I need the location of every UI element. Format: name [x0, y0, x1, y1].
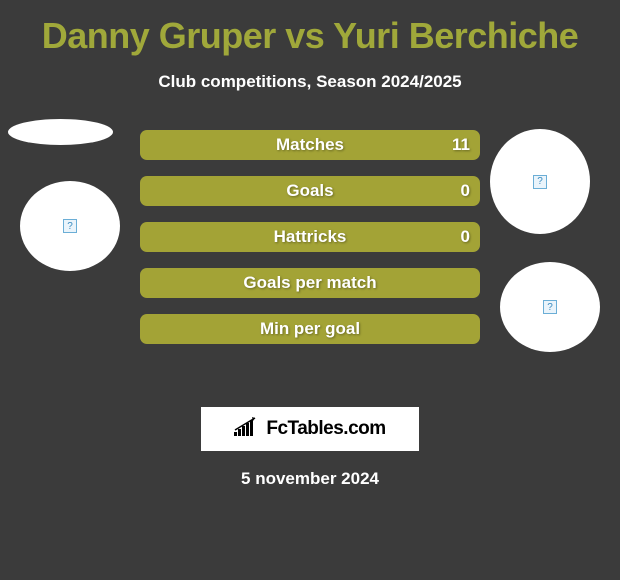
page-title: Danny Gruper vs Yuri Berchiche	[0, 15, 620, 57]
stat-label: Matches	[276, 135, 344, 155]
stat-value-right: 11	[452, 135, 470, 155]
date-text: 5 november 2024	[0, 469, 620, 489]
left-player-ellipse	[8, 119, 113, 145]
stat-bar-hattricks: Hattricks 0	[140, 222, 480, 252]
stat-label: Goals	[286, 181, 333, 201]
stat-bar-goals: Goals 0	[140, 176, 480, 206]
stat-label: Goals per match	[243, 273, 376, 293]
stat-bar-min-per-goal: Min per goal	[140, 314, 480, 344]
stat-value-right: 0	[461, 227, 470, 247]
image-placeholder-icon: ?	[63, 219, 77, 233]
right-player-avatar-circle-1: ?	[490, 129, 590, 234]
stat-bars: Matches 11 Goals 0 Hattricks 0 Goals per…	[140, 130, 480, 360]
image-placeholder-icon: ?	[543, 300, 557, 314]
logo-text: FcTables.com	[266, 418, 385, 440]
stat-bar-matches: Matches 11	[140, 130, 480, 160]
subtitle: Club competitions, Season 2024/2025	[0, 72, 620, 92]
stat-value-right: 0	[461, 181, 470, 201]
comparison-infographic: Danny Gruper vs Yuri Berchiche Club comp…	[0, 0, 620, 499]
left-player-avatar-circle: ?	[20, 181, 120, 271]
stat-label: Min per goal	[260, 319, 360, 339]
stat-label: Hattricks	[274, 227, 347, 247]
fctables-logo: FcTables.com	[201, 407, 419, 451]
right-player-avatar-circle-2: ?	[500, 262, 600, 352]
stat-bar-goals-per-match: Goals per match	[140, 268, 480, 298]
logo-chart-icon	[234, 416, 262, 443]
stats-area: ? ? ? Matches 11 Goals 0 Hattricks	[0, 127, 620, 397]
image-placeholder-icon: ?	[533, 175, 547, 189]
